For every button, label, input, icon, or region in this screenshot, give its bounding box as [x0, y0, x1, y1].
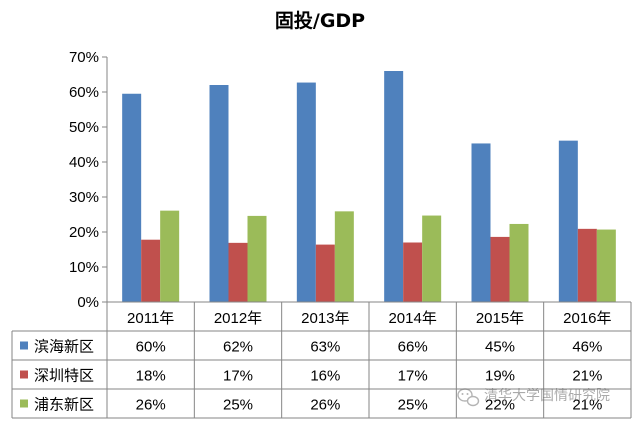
data-label: 26%: [310, 397, 340, 414]
data-label: 16%: [310, 368, 340, 385]
y-tick-label: 0%: [77, 294, 99, 311]
legend-label: 浦东新区: [34, 396, 94, 414]
data-label: 60%: [136, 339, 166, 356]
y-tick-label: 10%: [69, 259, 99, 276]
y-tick-label: 20%: [69, 224, 99, 241]
wechat-icon: [457, 388, 480, 407]
y-tick-label: 70%: [69, 49, 99, 66]
y-tick-label: 40%: [69, 154, 99, 171]
bar: [160, 210, 180, 302]
data-label: 18%: [136, 368, 166, 385]
legend-swatch: [20, 370, 28, 379]
data-label: 46%: [572, 339, 602, 356]
bar: [509, 223, 529, 302]
bar: [422, 215, 442, 302]
bar: [141, 239, 161, 302]
x-tick-label: 2015年: [476, 310, 524, 327]
bar: [247, 215, 267, 302]
bar: [577, 228, 597, 302]
data-label: 25%: [398, 397, 428, 414]
y-tick-label: 50%: [69, 119, 99, 136]
chart-title: 固投/GDP: [275, 9, 365, 32]
bar: [384, 71, 404, 302]
bar: [558, 140, 578, 302]
data-label: 63%: [310, 339, 340, 356]
x-tick-label: 2012年: [214, 310, 262, 327]
bar: [471, 143, 491, 302]
data-label: 17%: [223, 368, 253, 385]
data-label: 21%: [572, 397, 602, 414]
legend-label: 深圳特区: [34, 367, 94, 385]
data-label: 66%: [398, 339, 428, 356]
data-label: 17%: [398, 368, 428, 385]
plot-area: [122, 71, 616, 302]
legend-swatch: [20, 399, 28, 408]
bar: [315, 244, 335, 302]
x-tick-label: 2014年: [388, 310, 436, 327]
data-label: 62%: [223, 339, 253, 356]
bar: [296, 82, 316, 302]
data-label: 45%: [485, 339, 515, 356]
bar: [490, 236, 510, 302]
y-tick-label: 30%: [69, 189, 99, 206]
bar: [596, 229, 616, 302]
data-label: 26%: [136, 397, 166, 414]
x-tick-label: 2011年: [127, 310, 174, 327]
legend-swatch: [20, 341, 28, 350]
data-label: 21%: [572, 368, 602, 385]
watermark-text: 清华大学国情研究院: [484, 388, 610, 404]
bar: [209, 85, 229, 302]
data-label: 22%: [485, 397, 515, 414]
legend-label: 滨海新区: [34, 338, 94, 356]
bar: [122, 93, 142, 302]
x-tick-label: 2013年: [301, 310, 349, 327]
data-label: 19%: [485, 368, 515, 385]
y-tick-label: 60%: [69, 84, 99, 101]
watermark: 清华大学国情研究院: [457, 388, 610, 407]
data-label: 25%: [223, 397, 253, 414]
x-tick-label: 2016年: [563, 310, 611, 327]
y-axis: 0% 10% 20% 30% 40% 50% 60% 70%: [69, 49, 108, 311]
bar: [403, 242, 423, 302]
bar: [334, 211, 354, 302]
bar: [228, 242, 248, 302]
